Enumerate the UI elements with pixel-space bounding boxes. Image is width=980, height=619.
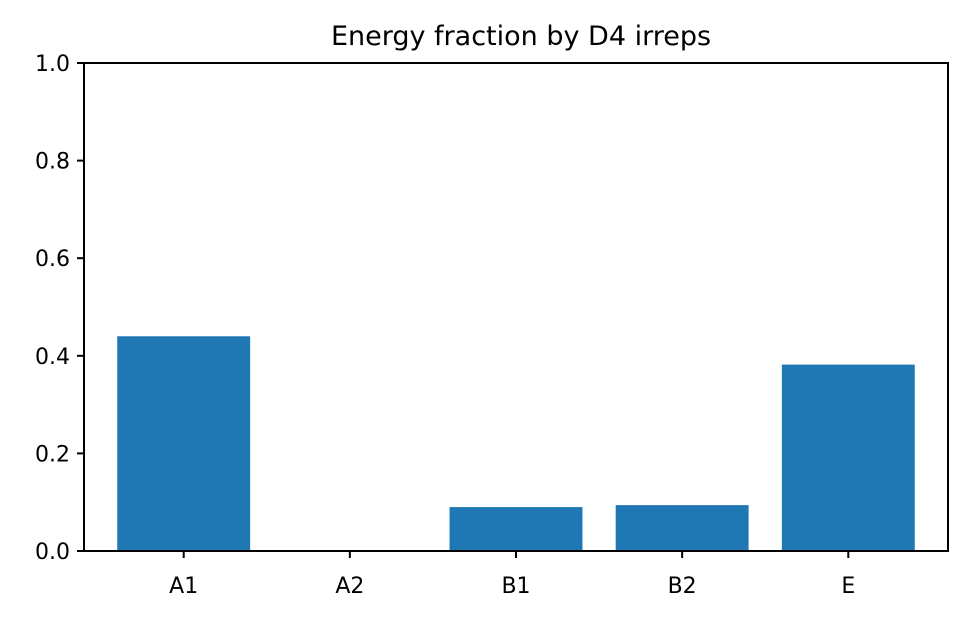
y-tick-label: 1.0 — [35, 52, 70, 77]
bar-b2 — [615, 505, 749, 551]
y-tick-label: 0.8 — [35, 150, 70, 175]
y-axis: 0.0 0.2 0.4 0.6 0.8 1.0 — [35, 52, 84, 565]
y-tick-label: 0.6 — [35, 247, 70, 272]
x-tick-label: B1 — [501, 574, 530, 599]
bar-e — [781, 364, 915, 551]
plot-frame — [83, 62, 949, 552]
chart-title: Energy fraction by D4 irreps — [331, 21, 711, 52]
x-tick-label: B2 — [668, 574, 697, 599]
y-tick-label: 0.4 — [35, 345, 70, 370]
y-tick-label: 0.0 — [35, 540, 70, 565]
bars-layer — [117, 336, 915, 551]
x-tick-label: A2 — [335, 574, 364, 599]
bar-b1 — [449, 507, 583, 551]
x-tick-label: E — [841, 574, 855, 599]
y-tick-label: 0.2 — [35, 442, 70, 467]
x-axis: A1 A2 B1 B2 E — [169, 551, 855, 599]
x-tick-label: A1 — [169, 574, 198, 599]
bar-a1 — [117, 336, 251, 551]
